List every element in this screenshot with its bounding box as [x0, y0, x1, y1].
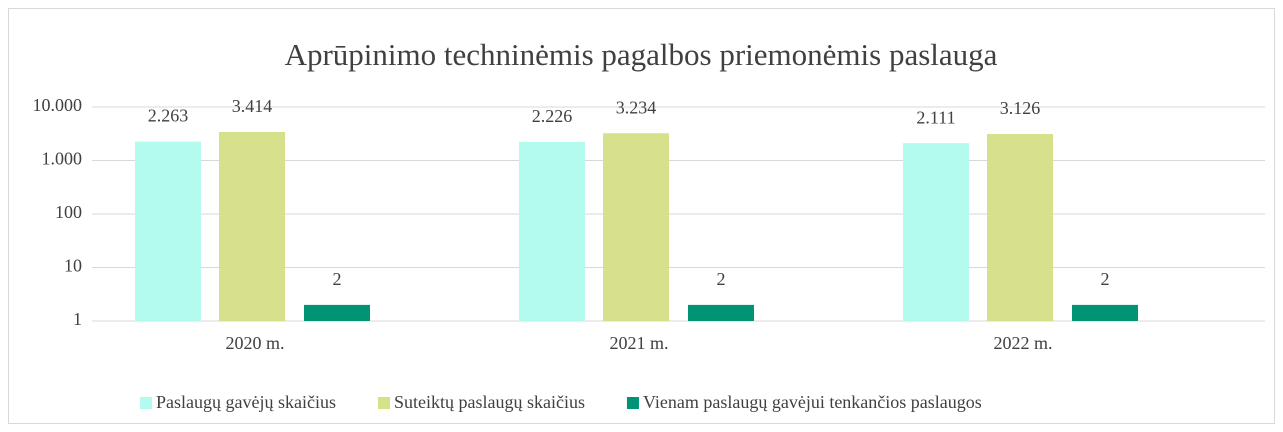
x-tick-label: 2021 m.: [609, 333, 668, 353]
bar: [135, 141, 201, 321]
data-label: 2.263: [148, 106, 189, 126]
legend-swatch: [377, 397, 390, 409]
chart-title: Aprūpinimo techninėmis pagalbos priemonė…: [285, 37, 998, 72]
x-tick-label: 2020 m.: [225, 333, 284, 353]
data-label: 2: [333, 269, 342, 289]
data-label: 2: [717, 269, 726, 289]
data-label: 2.111: [916, 107, 955, 127]
data-label: 3.126: [1000, 98, 1041, 118]
y-tick-label: 10: [64, 256, 82, 276]
bar: [903, 143, 969, 321]
bar: [304, 304, 370, 321]
data-label: 2.226: [532, 106, 573, 126]
data-label: 3.234: [616, 97, 657, 117]
legend-label: Vienam paslaugų gavėjui tenkančios pasla…: [643, 392, 982, 412]
legend-swatch: [626, 397, 639, 409]
bar: [987, 134, 1053, 321]
legend-swatch: [140, 397, 152, 409]
bar: [519, 141, 585, 321]
bar: [603, 133, 669, 321]
x-tick-label: 2022 m.: [993, 333, 1052, 353]
bar: [219, 131, 285, 321]
y-tick-label: 1.000: [42, 149, 83, 169]
legend-label: Suteiktų paslaugų skaičius: [394, 392, 585, 412]
y-tick-label: 1: [73, 309, 82, 329]
data-label: 2: [1101, 269, 1110, 289]
bar: [688, 304, 754, 321]
legend-label: Paslaugų gavėjų skaičius: [156, 392, 336, 412]
bar: [1072, 304, 1138, 321]
y-tick-label: 10.000: [33, 95, 83, 115]
y-tick-label: 100: [55, 202, 82, 222]
data-label: 3.414: [232, 96, 273, 116]
